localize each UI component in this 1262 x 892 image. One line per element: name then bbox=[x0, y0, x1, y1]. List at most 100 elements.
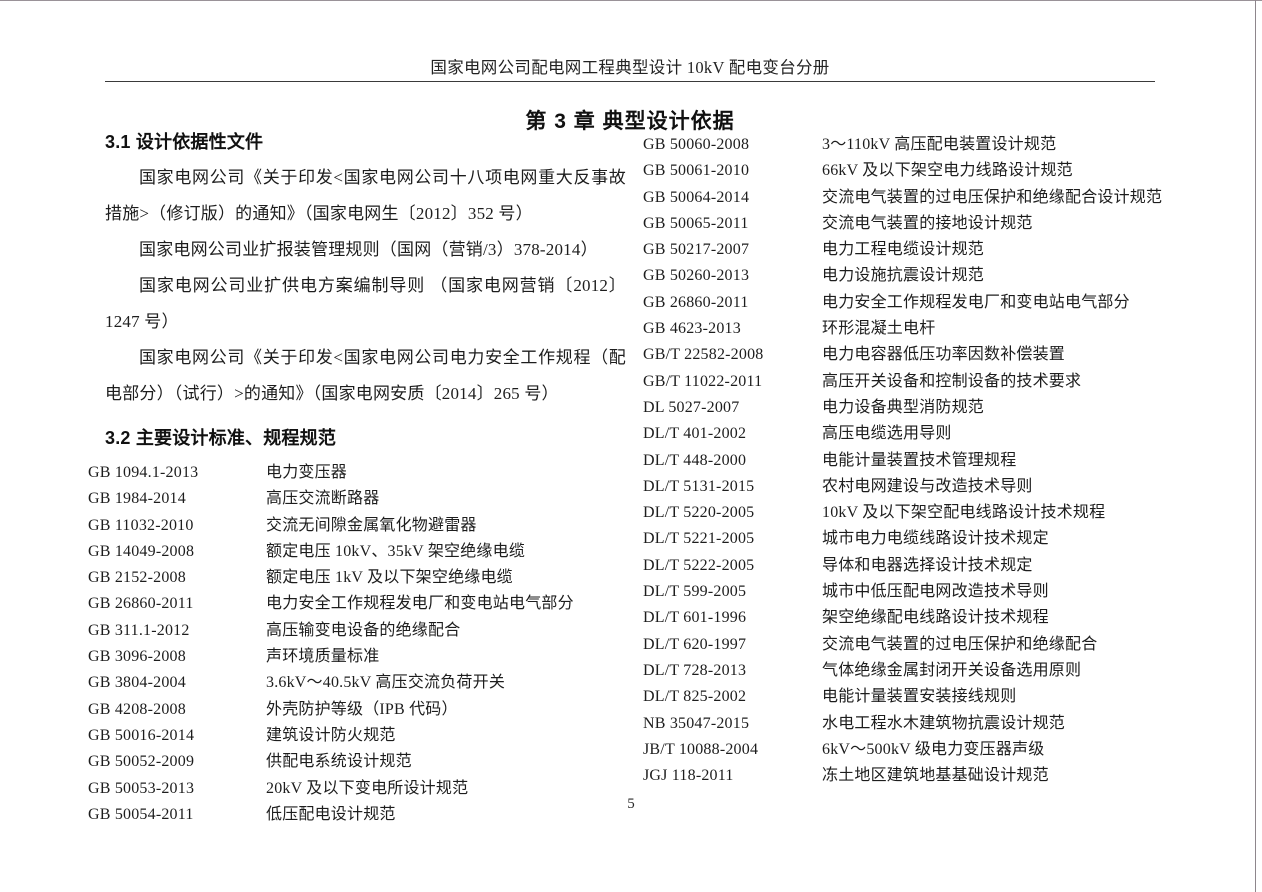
standard-name: 交流无间隙金属氧化物避雷器 bbox=[266, 516, 477, 534]
standard-name: 电力设施抗震设计规范 bbox=[822, 267, 985, 285]
standard-code: GB 11032-2010 bbox=[88, 516, 194, 534]
standard-code: DL/T 5131-2015 bbox=[643, 477, 755, 495]
standard-code: GB 3096-2008 bbox=[88, 648, 186, 666]
standard-row: GB 2152-2008 额定电压 1kV 及以下架空绝缘电缆 bbox=[88, 563, 628, 589]
standard-row: GB 50065-2011 交流电气装置的接地设计规范 bbox=[643, 209, 1203, 235]
standard-row: DL/T 599-2005 城市中低压配电网改造技术导则 bbox=[643, 577, 1203, 603]
standard-name: 气体绝缘金属封闭开关设备选用原则 bbox=[822, 661, 1082, 679]
standard-code: JB/T 10088-2004 bbox=[643, 740, 759, 758]
standard-row: GB 50052-2009 供配电系统设计规范 bbox=[88, 747, 628, 773]
right-column: GB 50060-2008 3～110kV 高压配电装置设计规范 GB 50061-… bbox=[643, 130, 1203, 787]
standard-code: GB 1984-2014 bbox=[88, 490, 186, 508]
standard-row: GB 14049-2008 额定电压 10kV、35kV 架空绝缘电缆 bbox=[88, 537, 628, 563]
standard-row: DL 5027-2007 电力设备典型消防规范 bbox=[643, 393, 1203, 419]
standard-name: 电力变压器 bbox=[266, 464, 348, 481]
standards-list-right: GB 50060-2008 3～110kV 高压配电装置设计规范 GB 50061-… bbox=[643, 130, 1203, 787]
standard-name: 10kV 及以下架空配电线路设计技术规程 bbox=[822, 504, 1106, 522]
header-divider-rule bbox=[105, 81, 1155, 82]
standard-row: DL/T 5221-2005 城市电力电缆线路设计技术规定 bbox=[643, 524, 1203, 550]
standard-code: DL/T 448-2000 bbox=[643, 451, 747, 469]
standard-row: GB 3804-2004 3.6kV～40.5kV 高压交流负荷开关 bbox=[88, 668, 628, 694]
left-column: 3.1 设计依据性文件 国家电网公司《关于印发<国家电网公司十八项电网重大反事故… bbox=[88, 128, 628, 826]
standard-code: GB 50052-2009 bbox=[88, 753, 195, 771]
standard-name: 高压交流断路器 bbox=[266, 490, 380, 508]
standard-name: 架空绝缘配电线路设计技术规程 bbox=[822, 609, 1049, 627]
standard-name: 电力安全工作规程发电厂和变电站电气部分 bbox=[266, 595, 574, 613]
standard-name: 农村电网建设与改造技术导则 bbox=[822, 477, 1033, 495]
standard-row: GB 26860-2011 电力安全工作规程发电厂和变电站电气部分 bbox=[643, 288, 1203, 314]
standard-name: 3～110kV 高压配电装置设计规范 bbox=[822, 136, 1057, 153]
standard-name: 高压开关设备和控制设备的技术要求 bbox=[822, 372, 1082, 390]
page-top-edge-rule bbox=[0, 0, 1262, 1]
standard-name: 电力安全工作规程发电厂和变电站电气部分 bbox=[822, 293, 1130, 311]
standard-code: DL/T 620-1997 bbox=[643, 635, 747, 653]
paragraph-1: 国家电网公司《关于印发<国家电网公司十八项电网重大反事故措施>（修订版）的通知》… bbox=[105, 168, 626, 223]
standard-code: DL/T 5220-2005 bbox=[643, 504, 755, 522]
standard-name: 建筑设计防火规范 bbox=[266, 726, 396, 744]
standard-name: 电能计量装置技术管理规程 bbox=[822, 451, 1017, 469]
chapter-title: 第 3 章 典型设计依据 bbox=[525, 110, 735, 134]
standard-row: DL/T 5131-2015 农村电网建设与改造技术导则 bbox=[643, 472, 1203, 498]
standard-row: DL/T 448-2000 电能计量装置技术管理规程 bbox=[643, 446, 1203, 472]
standard-code: GB 50016-2014 bbox=[88, 726, 195, 744]
standard-row: JGJ 118-2011 冻土地区建筑地基基础设计规范 bbox=[643, 761, 1203, 787]
standard-code: GB 1094.1-2013 bbox=[88, 464, 199, 481]
standard-code: DL/T 5222-2005 bbox=[643, 556, 755, 574]
standard-name: 导体和电器选择设计技术规定 bbox=[822, 556, 1033, 574]
standard-row: DL/T 5222-2005 导体和电器选择设计技术规定 bbox=[643, 551, 1203, 577]
standard-row: GB 311.1-2012 高压输变电设备的绝缘配合 bbox=[88, 616, 628, 642]
standard-row: GB 50016-2014 建筑设计防火规范 bbox=[88, 721, 628, 747]
paragraph-2: 国家电网公司业扩报装管理规则（国网（营销/3）378-2014） bbox=[139, 240, 598, 259]
standard-name: 交流电气装置的过电压保护和绝缘配合 bbox=[822, 635, 1098, 653]
standard-row: GB 50260-2013 电力设施抗震设计规范 bbox=[643, 261, 1203, 287]
standard-code: DL/T 728-2013 bbox=[643, 661, 747, 679]
standard-code: DL/T 401-2002 bbox=[643, 425, 747, 443]
standard-name: 电力工程电缆设计规范 bbox=[822, 241, 985, 259]
standard-name: 环形混凝土电杆 bbox=[822, 320, 936, 338]
standard-name: 66kV 及以下架空电力线路设计规范 bbox=[822, 162, 1073, 180]
standard-code: GB 4623-2013 bbox=[643, 320, 741, 338]
standard-name: 交流电气装置的过电压保护和绝缘配合设计规范 bbox=[822, 188, 1163, 206]
standard-name: 电力电容器低压功率因数补偿装置 bbox=[822, 346, 1066, 364]
standard-name: 电力设备典型消防规范 bbox=[822, 398, 985, 416]
standard-code: DL 5027-2007 bbox=[643, 398, 740, 416]
standard-row: GB/T 11022-2011 高压开关设备和控制设备的技术要求 bbox=[643, 367, 1203, 393]
standard-row: DL/T 620-1997 交流电气装置的过电压保护和绝缘配合 bbox=[643, 630, 1203, 656]
standard-code: GB/T 22582-2008 bbox=[643, 346, 764, 364]
standard-name: 水电工程水木建筑物抗震设计规范 bbox=[822, 714, 1066, 732]
section-heading-3-1: 3.1 设计依据性文件 bbox=[105, 132, 264, 152]
standard-code: DL/T 599-2005 bbox=[643, 583, 747, 601]
standard-row: DL/T 401-2002 高压电缆选用导则 bbox=[643, 419, 1203, 445]
standard-name: 低压配电设计规范 bbox=[266, 805, 396, 823]
standard-name: 电能计量装置安装接线规则 bbox=[822, 688, 1017, 706]
standard-code: GB 50061-2010 bbox=[643, 162, 750, 180]
standard-code: GB 50060-2008 bbox=[643, 136, 750, 153]
standard-code: JGJ 118-2011 bbox=[643, 767, 734, 785]
standard-row: GB 4623-2013 环形混凝土电杆 bbox=[643, 314, 1203, 340]
standard-code: DL/T 825-2002 bbox=[643, 688, 747, 706]
standard-code: GB 4208-2008 bbox=[88, 700, 186, 718]
standard-code: GB 26860-2011 bbox=[88, 595, 194, 613]
standard-row: DL/T 5220-2005 10kV 及以下架空配电线路设计技术规程 bbox=[643, 498, 1203, 524]
standard-name: 20kV 及以下变电所设计规范 bbox=[266, 779, 469, 797]
standard-code: GB 50053-2013 bbox=[88, 779, 195, 797]
standard-row: NB 35047-2015 水电工程水木建筑物抗震设计规范 bbox=[643, 709, 1203, 735]
standards-list-left: GB 1094.1-2013 电力变压器 GB 1984-2014 高压交流断路器 GB… bbox=[88, 458, 628, 826]
standard-code: DL/T 5221-2005 bbox=[643, 530, 755, 548]
standard-name: 城市中低压配电网改造技术导则 bbox=[822, 583, 1049, 601]
standard-code: GB 3804-2004 bbox=[88, 674, 186, 692]
standard-code: GB 311.1-2012 bbox=[88, 621, 190, 639]
standard-name: 供配电系统设计规范 bbox=[266, 753, 412, 771]
standard-row: GB 1094.1-2013 电力变压器 bbox=[88, 458, 628, 484]
standard-row: GB/T 22582-2008 电力电容器低压功率因数补偿装置 bbox=[643, 340, 1203, 366]
standard-name: 外壳防护等级（IPB 代码） bbox=[266, 700, 458, 718]
standard-row: GB 3096-2008 声环境质量标准 bbox=[88, 642, 628, 668]
standard-name: 交流电气装置的接地设计规范 bbox=[822, 214, 1033, 232]
page-right-edge-rule bbox=[1255, 0, 1256, 892]
standard-row: GB 50060-2008 3～110kV 高压配电装置设计规范 bbox=[643, 130, 1203, 156]
standard-name: 高压电缆选用导则 bbox=[822, 425, 952, 443]
standard-row: JB/T 10088-2004 6kV～500kV 级电力变压器声级 bbox=[643, 735, 1203, 761]
standard-row: DL/T 728-2013 气体绝缘金属封闭开关设备选用原则 bbox=[643, 656, 1203, 682]
standard-row: GB 50217-2007 电力工程电缆设计规范 bbox=[643, 235, 1203, 261]
